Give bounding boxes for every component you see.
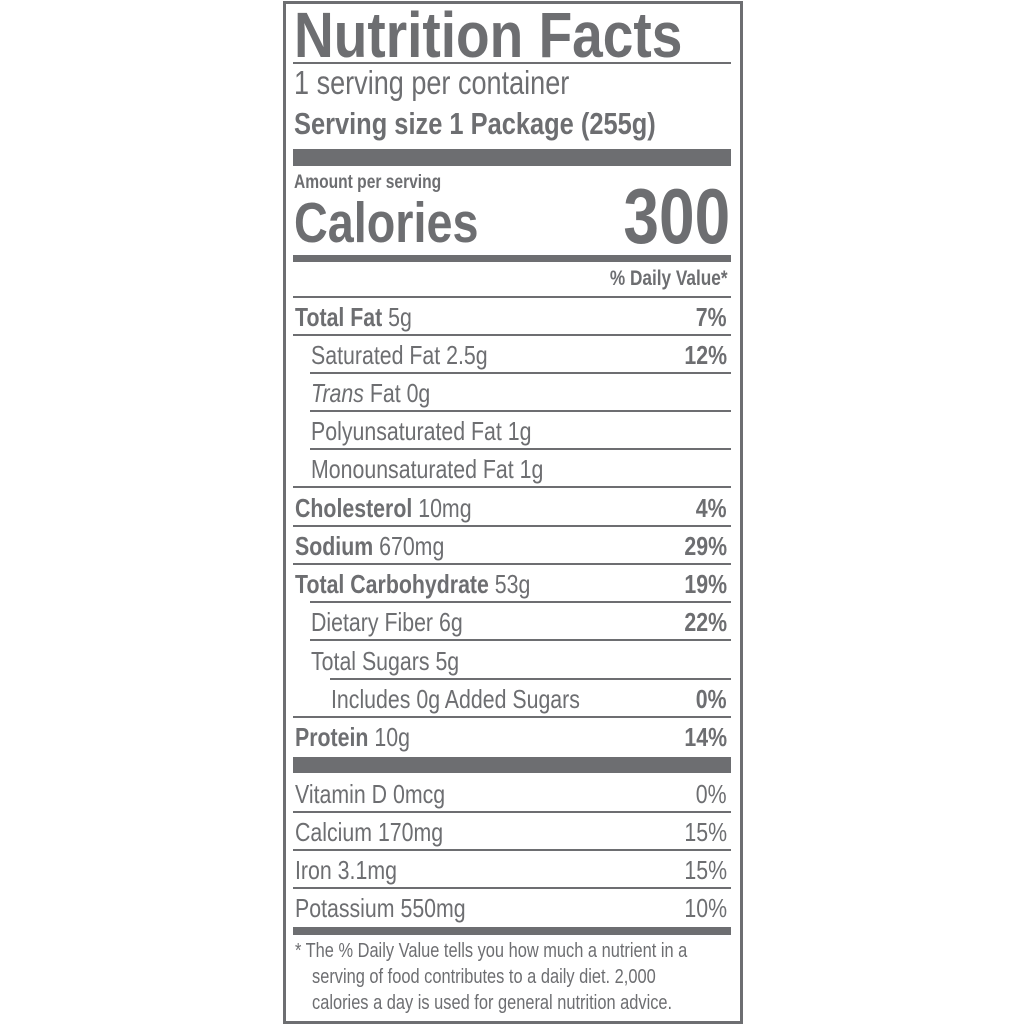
nutrient-row-saturated-fat: Saturated Fat 2.5g 12% xyxy=(293,336,731,374)
nutrient-row-monounsaturated-fat: Monounsaturated Fat 1g xyxy=(293,450,731,488)
footnote: * The % Daily Value tells you how much a… xyxy=(295,940,688,1014)
medium-divider xyxy=(293,255,731,262)
calories-label: Calories xyxy=(294,191,479,255)
nutrient-row-dietary-fiber: Dietary Fiber 6g 22% xyxy=(293,603,731,641)
thick-divider xyxy=(293,757,731,773)
thick-divider xyxy=(293,149,731,166)
nutrient-row-total-carbohydrate: Total Carbohydrate 53g 19% xyxy=(293,565,731,603)
vitamin-row-vitamin-d: Vitamin D 0mcg 0% xyxy=(293,775,731,813)
vitamin-row-calcium: Calcium 170mg 15% xyxy=(293,813,731,851)
amount-per-serving: Amount per serving xyxy=(294,172,442,193)
nutrient-row-cholesterol: Cholesterol 10mg 4% xyxy=(293,489,731,527)
nutrient-row-polyunsaturated-fat: Polyunsaturated Fat 1g xyxy=(293,412,731,450)
vitamin-row-potassium: Potassium 550mg 10% xyxy=(295,893,727,923)
nutrient-row-trans-fat: Trans Fat 0g xyxy=(293,374,731,412)
medium-divider xyxy=(293,927,731,935)
calories-value: 300 xyxy=(623,172,730,260)
divider xyxy=(293,62,731,64)
nutrition-label-frame xyxy=(283,1,743,1024)
nutrient-row-total-sugars: Total Sugars 5g xyxy=(293,642,731,680)
nutrient-row-sodium: Sodium 670mg 29% xyxy=(293,527,731,565)
daily-value-header: % Daily Value* xyxy=(610,267,728,290)
divider xyxy=(293,296,731,298)
nutrient-row-protein: Protein 10g 14% xyxy=(295,722,727,752)
vitamin-row-iron: Iron 3.1mg 15% xyxy=(293,851,731,889)
servings-per-container: 1 serving per container xyxy=(294,64,570,101)
label-title: Nutrition Facts xyxy=(294,0,683,71)
nutrient-row-total-fat: Total Fat 5g 7% xyxy=(293,298,731,336)
nutrient-row-added-sugars: Includes 0g Added Sugars 0% xyxy=(293,680,731,718)
serving-size: Serving size 1 Package (255g) xyxy=(294,106,656,141)
